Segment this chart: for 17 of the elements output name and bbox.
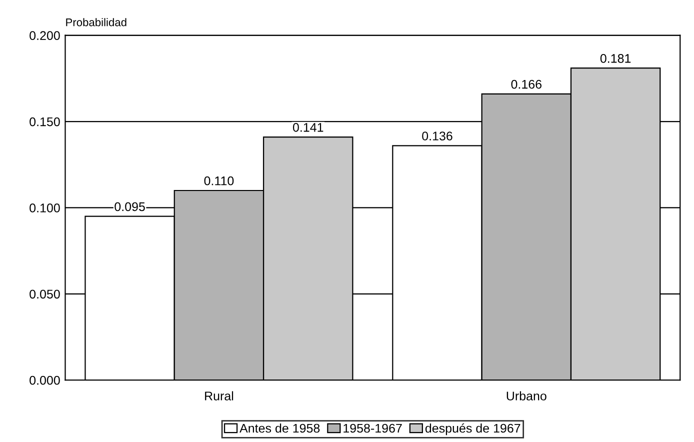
x-tick-label: Rural [205, 391, 234, 400]
data-label: 0.095 [114, 202, 145, 212]
data-label: 0.141 [292, 122, 324, 132]
legend-label: después de 1967 [425, 423, 520, 436]
legend-label: Antes de 1958 [240, 423, 320, 433]
data-label: 0.181 [600, 54, 631, 63]
y-tick-label: 0.050 [30, 290, 60, 299]
x-tick-label: Urbano [506, 391, 546, 400]
data-label: 0.110 [204, 176, 234, 186]
data-label: 0.166 [511, 80, 542, 89]
y-tick-label: 0.200 [30, 31, 60, 40]
y-tick-label: 0.150 [30, 117, 60, 126]
legend-label: 1958-1967 [344, 424, 402, 433]
y-tick-label: 0.100 [30, 204, 60, 212]
y-axis-title: Probabilidad [66, 18, 126, 26]
data-label: 0.136 [422, 132, 452, 140]
y-tick-label: 0.000 [30, 376, 60, 385]
